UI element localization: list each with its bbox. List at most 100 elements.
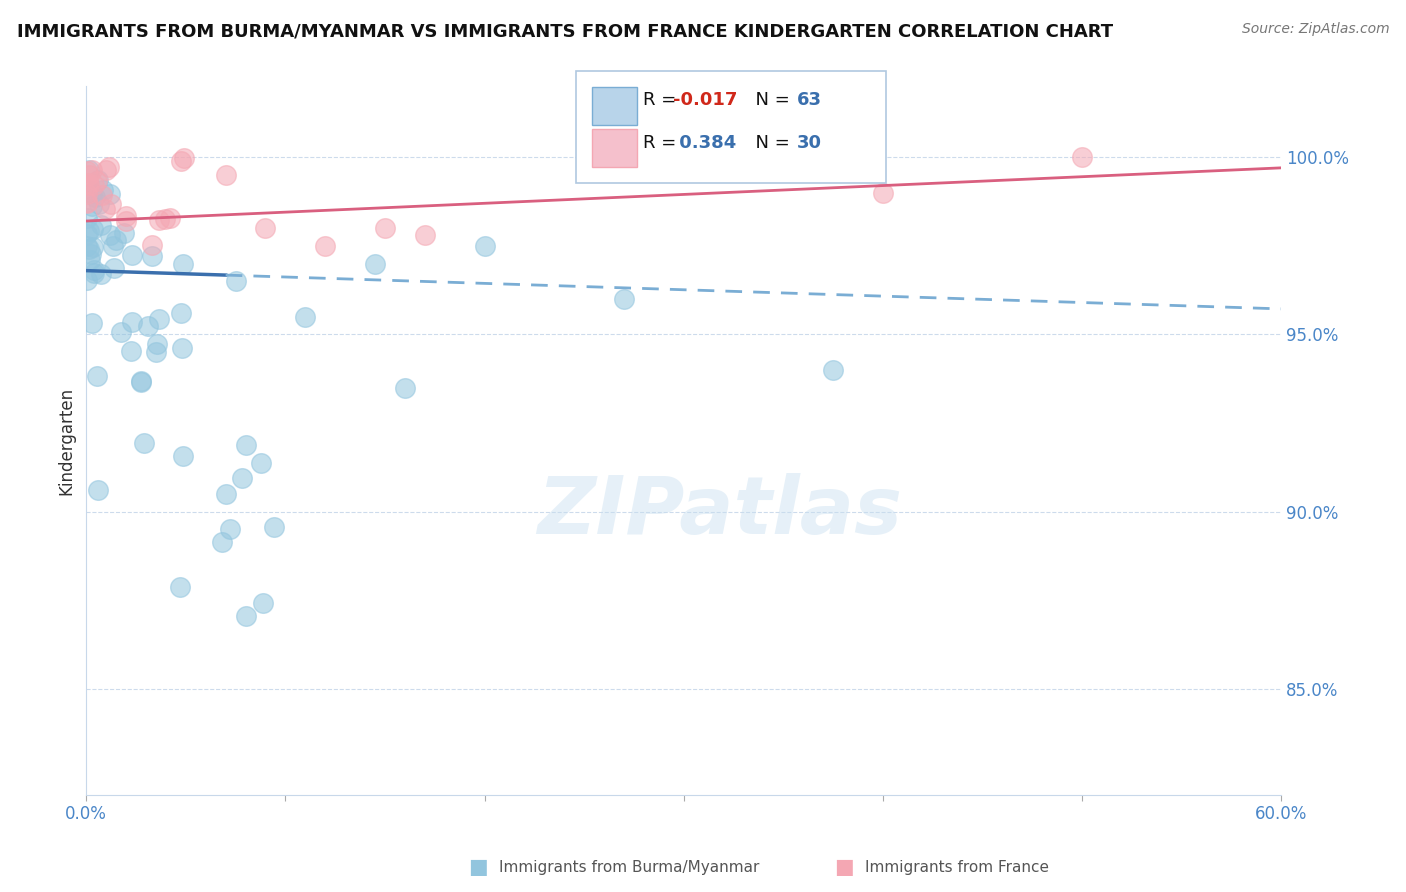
Point: [120, 343, 142, 358]
Point: [394, 380, 416, 394]
Text: Immigrants from France: Immigrants from France: [865, 860, 1049, 874]
Point: [146, 337, 169, 351]
Point: [100, 197, 122, 211]
Point: [91, 183, 114, 197]
Point: [613, 292, 636, 306]
Point: [252, 596, 274, 610]
Point: [82, 240, 104, 254]
Point: [82, 222, 104, 236]
Point: [87, 197, 110, 211]
Point: [103, 260, 125, 275]
Text: N =: N =: [744, 91, 796, 109]
Point: [96, 162, 118, 177]
Point: [82, 316, 104, 330]
Point: [77, 178, 100, 192]
Point: [76, 164, 98, 178]
Point: [87, 483, 110, 498]
Point: [172, 449, 194, 463]
Text: ZIPatlas: ZIPatlas: [537, 473, 903, 550]
Text: 30: 30: [797, 134, 823, 152]
Point: [215, 168, 238, 182]
Text: R =: R =: [643, 134, 682, 152]
Point: [98, 227, 121, 242]
Text: ■: ■: [834, 857, 853, 877]
Point: [77, 163, 100, 178]
Point: [136, 318, 159, 333]
Point: [86, 173, 108, 187]
Point: [169, 580, 191, 594]
Point: [314, 239, 336, 253]
Point: [82, 162, 104, 177]
Point: [231, 471, 253, 485]
Point: [121, 315, 143, 329]
Point: [76, 239, 98, 253]
Point: [80, 247, 103, 261]
Point: [170, 306, 193, 320]
Point: [83, 266, 105, 280]
Point: [170, 154, 193, 169]
Point: [79, 224, 101, 238]
Point: [219, 522, 242, 536]
Point: [145, 345, 167, 359]
Point: [141, 249, 163, 263]
Point: [148, 312, 170, 326]
Point: [98, 186, 121, 201]
Point: [90, 218, 112, 232]
Point: [121, 248, 143, 262]
Point: [170, 341, 193, 355]
Point: [90, 267, 112, 281]
Point: [821, 363, 844, 377]
Point: [101, 239, 124, 253]
Point: [131, 374, 153, 388]
Point: [250, 456, 273, 470]
Point: [76, 194, 98, 209]
Text: Source: ZipAtlas.com: Source: ZipAtlas.com: [1241, 22, 1389, 37]
Point: [114, 209, 136, 223]
Point: [76, 186, 98, 201]
Point: [474, 239, 496, 253]
Point: [134, 436, 156, 450]
Point: [1070, 150, 1092, 164]
Point: [110, 325, 132, 339]
Point: [76, 227, 98, 241]
Point: [374, 221, 396, 235]
Point: [172, 257, 194, 271]
Point: [872, 186, 894, 200]
Point: [294, 310, 316, 324]
Point: [413, 228, 436, 243]
Y-axis label: Kindergarten: Kindergarten: [58, 386, 75, 495]
Point: [90, 188, 112, 202]
Text: R =: R =: [643, 91, 682, 109]
Point: [235, 438, 257, 452]
Point: [86, 174, 108, 188]
Point: [141, 237, 163, 252]
Point: [76, 273, 98, 287]
Point: [211, 535, 233, 549]
Point: [93, 202, 115, 217]
Point: [76, 176, 98, 190]
Text: ■: ■: [468, 857, 488, 877]
Point: [98, 160, 121, 174]
Point: [225, 274, 247, 288]
Point: [79, 252, 101, 267]
Point: [84, 190, 107, 204]
Point: [83, 178, 105, 193]
Point: [129, 375, 152, 389]
Point: [76, 211, 98, 225]
Point: [82, 199, 104, 213]
Text: Immigrants from Burma/Myanmar: Immigrants from Burma/Myanmar: [499, 860, 759, 874]
Point: [77, 168, 100, 182]
Point: [263, 520, 285, 534]
Text: 63: 63: [797, 91, 823, 109]
Point: [254, 221, 277, 235]
Text: IMMIGRANTS FROM BURMA/MYANMAR VS IMMIGRANTS FROM FRANCE KINDERGARTEN CORRELATION: IMMIGRANTS FROM BURMA/MYANMAR VS IMMIGRA…: [17, 22, 1114, 40]
Point: [105, 234, 128, 248]
Point: [76, 196, 98, 211]
Point: [77, 242, 100, 256]
Point: [153, 211, 176, 226]
Point: [86, 368, 108, 383]
Point: [364, 256, 387, 270]
Point: [159, 211, 181, 226]
Point: [148, 213, 170, 227]
Text: -0.017: -0.017: [673, 91, 738, 109]
